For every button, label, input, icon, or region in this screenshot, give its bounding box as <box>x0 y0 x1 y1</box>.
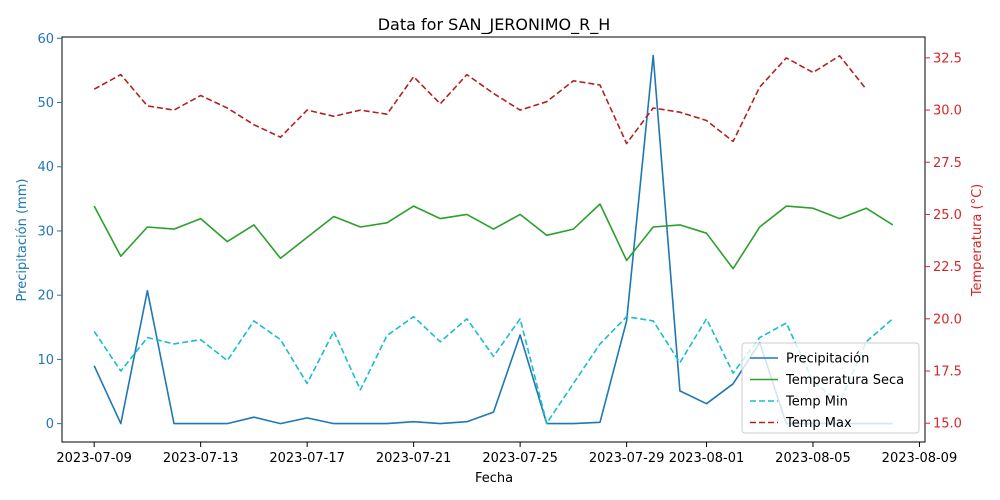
x-tick-label: 2023-07-29 <box>589 451 665 466</box>
right-y-tick-label: 17.5 <box>933 365 962 380</box>
series-line-temperatura-seca <box>93 203 894 270</box>
x-tick-label: 2023-08-05 <box>775 451 851 466</box>
x-tick-label: 2023-07-09 <box>56 451 132 466</box>
legend-label-temp-max: Temp Max <box>785 416 852 431</box>
plot-area: 2023-07-09 2023-07-13 2023-07-17 2023-07-21… <box>37 32 962 466</box>
x-tick-label: 2023-07-21 <box>376 451 452 466</box>
x-tick-label: 2023-08-01 <box>669 451 745 466</box>
legend: Precipitación Temperatura Seca Temp Min Tem… <box>741 342 920 434</box>
left-y-tick-label: 20 <box>37 289 54 304</box>
right-y-tick-label: 30.0 <box>933 104 962 119</box>
left-y-tick-label: 30 <box>37 224 54 239</box>
x-tick-label: 2023-07-17 <box>269 451 345 466</box>
x-tick-label: 2023-07-13 <box>163 451 239 466</box>
left-y-tick-label: 0 <box>46 417 54 432</box>
right-y-tick-label: 15.0 <box>933 417 962 432</box>
x-tick-label: 2023-08-09 <box>882 451 958 466</box>
right-y-tick-label: 25.0 <box>933 208 962 223</box>
right-y-tick-label: 20.0 <box>933 312 962 327</box>
chart-title: Data for SAN_JERONIMO_R_H <box>378 15 611 35</box>
series-line-temp-min <box>93 315 894 425</box>
right-y-tick-label: 22.5 <box>933 260 962 275</box>
left-y-tick-label: 60 <box>37 32 54 47</box>
series-line-temp-max <box>93 54 867 145</box>
left-y-tick-label: 50 <box>37 96 54 111</box>
legend-label-temperatura-seca: Temperatura Seca <box>785 373 904 388</box>
left-y-tick-label: 40 <box>37 160 54 175</box>
x-tick-label: 2023-07-25 <box>482 451 558 466</box>
plot-frame <box>61 36 926 443</box>
left-y-tick-label: 10 <box>37 353 54 368</box>
right-y-tick-label: 27.5 <box>933 156 962 171</box>
left-y-axis-label: Precipitación (mm) <box>15 179 30 302</box>
right-y-axis-label: Temperatura (°C) <box>970 184 985 297</box>
legend-box <box>741 342 920 434</box>
legend-label-temp-min: Temp Min <box>785 395 848 410</box>
legend-label-precipitacion: Precipitación <box>786 352 869 367</box>
right-y-tick-label: 32.5 <box>933 51 962 66</box>
x-axis-label: Fecha <box>475 471 513 486</box>
